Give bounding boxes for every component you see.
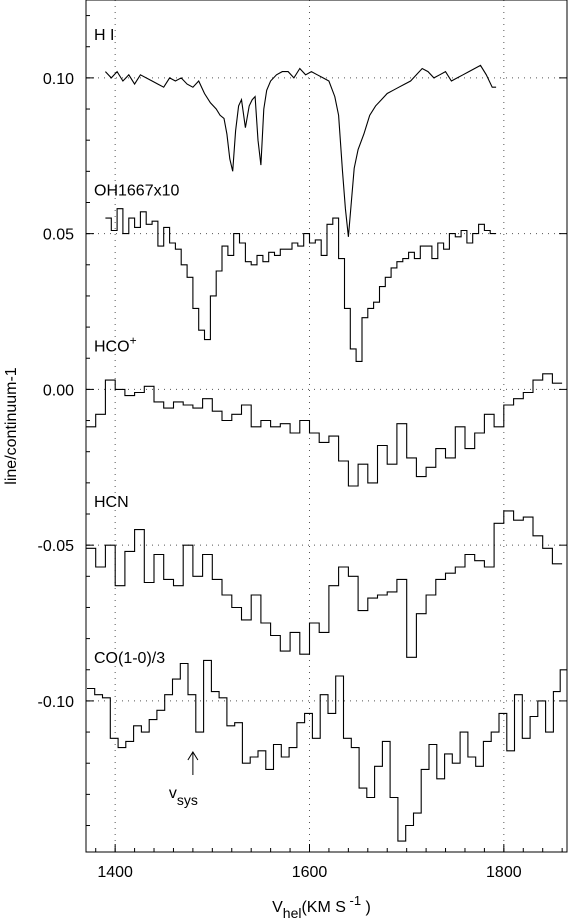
grid-lines: [86, 0, 567, 852]
series-lines: [86, 64, 567, 842]
series-label-2: HCO+: [94, 333, 137, 355]
x-tick-label: 1800: [486, 864, 522, 881]
series-line-2: [86, 373, 563, 487]
x-tick-label: 1400: [97, 864, 133, 881]
series-label-0: H I: [94, 27, 114, 44]
x-tick-label: 1600: [292, 864, 328, 881]
series-line-4: [87, 659, 567, 842]
y-tick-label: -0.10: [38, 694, 75, 711]
axis-ticks: 0.10 0.05 0.00 -0.05 -0.10 1400 1600 1800: [38, 15, 567, 881]
vsys-arrow-head: [187, 751, 199, 761]
y-tick-label: 0.05: [43, 227, 74, 244]
y-tick-label: 0.00: [43, 382, 74, 399]
series-label-4: CO(1-0)/3: [94, 650, 165, 667]
y-tick-label: -0.05: [38, 538, 75, 555]
axis-titles: line/continuum-1 Vhel(KM S -1 ): [3, 367, 371, 921]
series-line-3: [86, 510, 563, 658]
y-tick-label: 0.10: [43, 71, 74, 88]
series-label-1: OH1667x10: [94, 183, 179, 200]
x-axis-title: Vhel(KM S -1 ): [272, 893, 371, 921]
y-axis-title: line/continuum-1: [3, 367, 20, 485]
series-line-1: [105, 208, 497, 362]
vsys-label: vsys: [169, 785, 198, 808]
plot-frame: [85, 0, 568, 853]
series-label-3: HCN: [94, 494, 129, 511]
series-line-0: [104, 64, 497, 237]
series-labels: H I OH1667x10 HCO+ HCN CO(1-0)/3: [94, 27, 179, 667]
vsys-annotation: vsys: [169, 751, 199, 808]
